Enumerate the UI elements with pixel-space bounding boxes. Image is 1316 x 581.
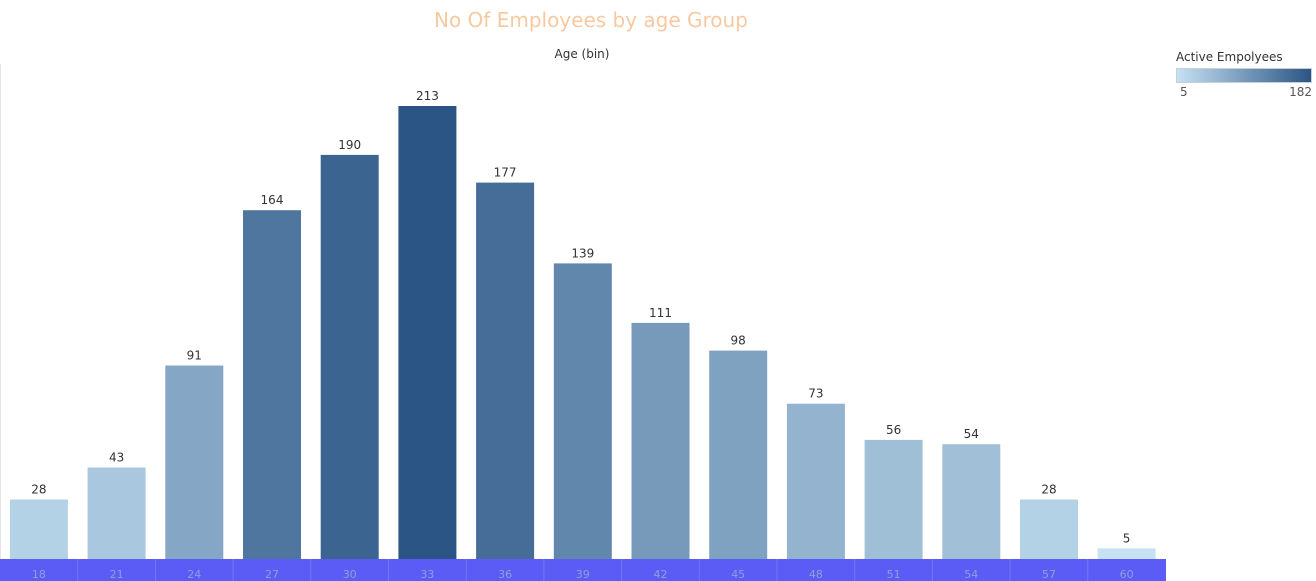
x-tick-label: 51: [887, 568, 901, 581]
bar[interactable]: [631, 322, 690, 559]
bar[interactable]: [1020, 499, 1078, 560]
x-tick-label: 48: [809, 568, 823, 581]
bar[interactable]: [476, 182, 535, 559]
bar-value-label: 54: [964, 427, 979, 441]
bar-value-label: 91: [187, 349, 202, 363]
bar-value-label: 28: [1041, 483, 1056, 497]
legend-title: Active Empolyees: [1176, 50, 1283, 64]
bar[interactable]: [87, 467, 146, 560]
x-tick-label: 60: [1120, 568, 1134, 581]
bar[interactable]: [786, 403, 845, 559]
x-tick-label: 42: [654, 568, 668, 581]
legend-labels: 5 182: [1176, 85, 1312, 101]
bar[interactable]: [243, 210, 301, 559]
color-legend: Active Empolyees 5 182: [1176, 50, 1312, 101]
bar-value-label: 28: [31, 483, 46, 497]
bar[interactable]: [398, 106, 457, 559]
x-tick-label: 57: [1042, 568, 1056, 581]
bar-value-label: 213: [416, 89, 439, 103]
bar-value-label: 43: [109, 451, 124, 465]
bar[interactable]: [9, 499, 68, 560]
bar-value-label: 73: [808, 387, 823, 401]
bar-value-label: 139: [571, 246, 594, 260]
bar-value-label: 5: [1123, 531, 1131, 545]
x-tick-label: 21: [110, 568, 124, 581]
x-tick-label: 39: [576, 568, 590, 581]
x-axis-band: [0, 559, 1166, 581]
bar[interactable]: [165, 365, 224, 560]
bar-value-label: 56: [886, 423, 901, 437]
bar[interactable]: [553, 263, 612, 559]
x-tick-label: 30: [343, 568, 357, 581]
bar[interactable]: [320, 154, 379, 559]
x-tick-label: 54: [964, 568, 978, 581]
bar-value-label: 98: [731, 334, 746, 348]
legend-min-label: 5: [1180, 85, 1188, 99]
bars-group: 28 43 91 164 190 213 177 139 111 98 73 56 54 28 5: [9, 89, 1156, 560]
legend-max-label: 182: [1289, 85, 1312, 99]
x-tick-label: 36: [498, 568, 512, 581]
x-tick-label: 27: [265, 568, 279, 581]
legend-color-ramp: [1176, 68, 1312, 83]
bar[interactable]: [942, 444, 1001, 559]
bar[interactable]: [1097, 548, 1156, 559]
column-header: Age (bin): [554, 47, 610, 61]
x-tick-label: 18: [32, 568, 46, 581]
bar[interactable]: [864, 439, 923, 559]
bar-value-label: 164: [261, 193, 284, 207]
x-axis-ticks: 18 21 24 27 30 33 36 39 42 45 48 51 54 57 60: [32, 559, 1134, 581]
x-tick-label: 45: [731, 568, 745, 581]
bar-value-label: 177: [494, 166, 517, 180]
bar-value-label: 190: [338, 138, 361, 152]
chart-title: No Of Employees by age Group: [434, 8, 748, 32]
bar-value-label: 111: [649, 306, 672, 320]
x-tick-label: 24: [187, 568, 201, 581]
bar[interactable]: [709, 350, 768, 559]
x-tick-label: 33: [420, 568, 434, 581]
